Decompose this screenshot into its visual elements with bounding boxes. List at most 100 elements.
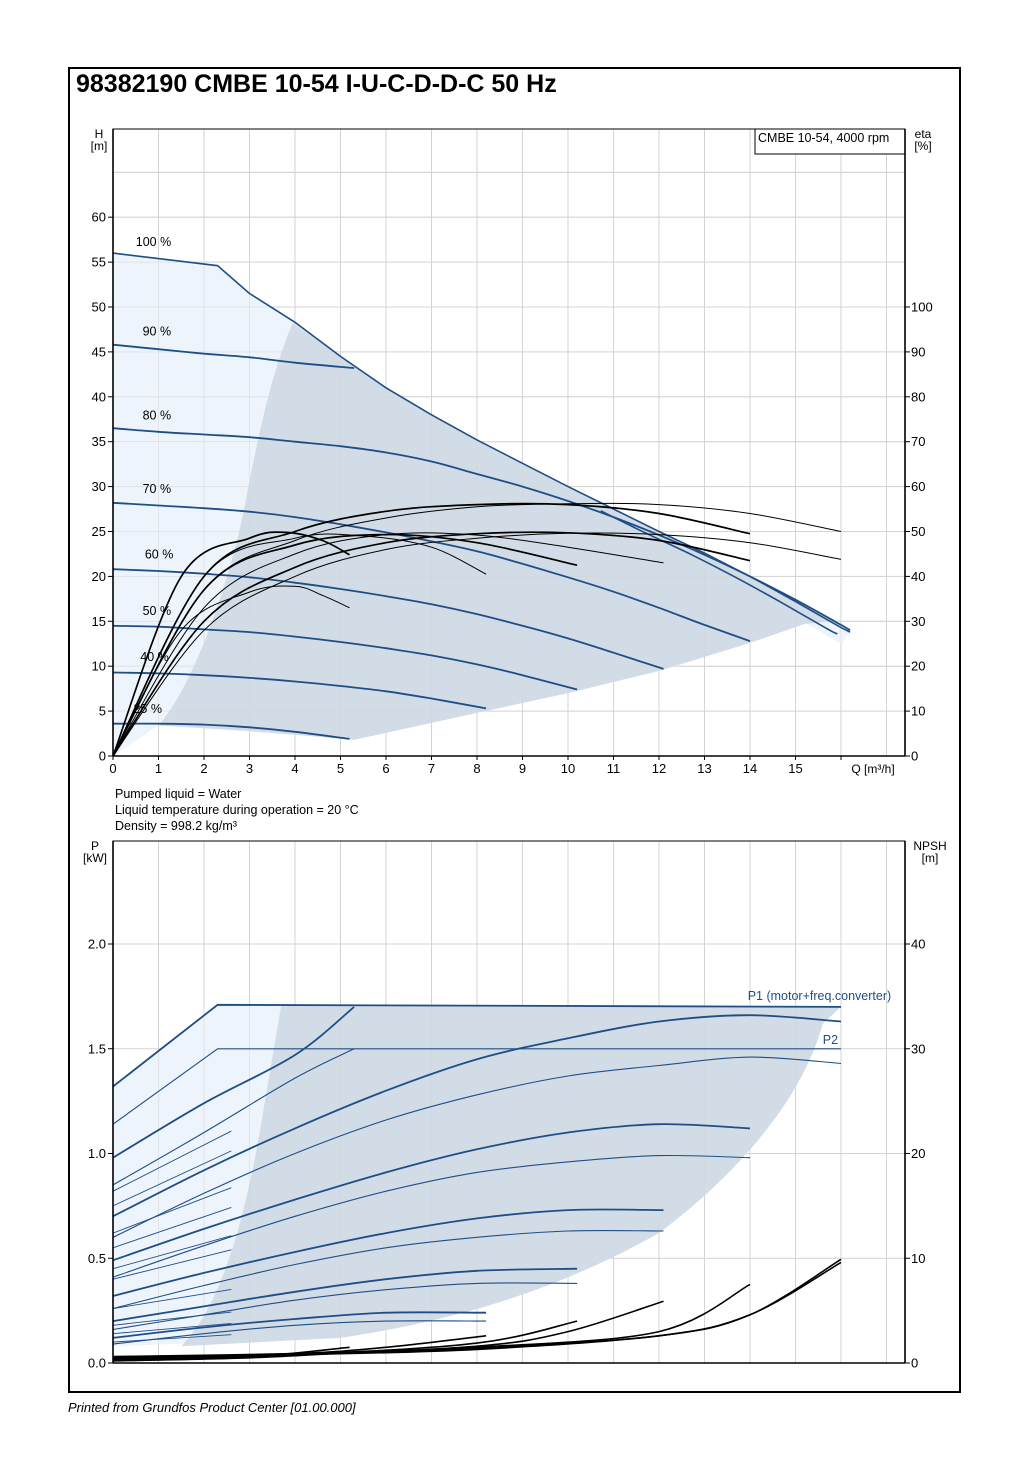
speed-label: 100 % bbox=[136, 235, 171, 249]
y-tick-label-left: 0.0 bbox=[88, 1356, 106, 1371]
y-tick-label-left: 5 bbox=[99, 704, 106, 719]
x-tick-label: 8 bbox=[473, 761, 480, 776]
y-tick-label-left: 0.5 bbox=[88, 1251, 106, 1266]
y-tick-label-right: 70 bbox=[911, 434, 925, 449]
npsh-curve bbox=[112, 1351, 350, 1362]
x-tick-label: 11 bbox=[607, 761, 621, 776]
y-tick-label-left: 1.5 bbox=[88, 1041, 106, 1056]
x-tick-label: 13 bbox=[697, 761, 711, 776]
power-npsh-chart: P1 (motor+freq.converter) P2 0.0 0.5 1.0 1.5 2… bbox=[83, 839, 947, 1371]
y-tick-label-right: 0 bbox=[911, 1356, 918, 1371]
head-curve bbox=[112, 722, 350, 740]
y-tick-label-left: 1.0 bbox=[88, 1146, 106, 1161]
y-tick-label-right: 20 bbox=[911, 1146, 925, 1161]
speed-label: 40 % bbox=[140, 650, 169, 664]
y-tick-label-right: 80 bbox=[911, 389, 925, 404]
y-tick-label-right: 100 bbox=[911, 300, 933, 315]
p2-power-curve bbox=[112, 1230, 664, 1310]
efficiency-curve bbox=[112, 585, 350, 757]
y-axis-unit-right: [m] bbox=[922, 851, 939, 865]
p2-power-curve bbox=[112, 1048, 355, 1186]
power-area-recommended bbox=[181, 1004, 841, 1347]
efficiency-curve bbox=[112, 532, 842, 757]
liquid-info-density: Density = 998.2 kg/m³ bbox=[115, 819, 237, 833]
head-curve bbox=[112, 501, 751, 642]
y-axis-title-left: P bbox=[91, 839, 99, 853]
y-tick-label-left: 40 bbox=[92, 389, 106, 404]
power-curve-segment bbox=[112, 1187, 232, 1234]
qh-chart: 100 % 90 % 80 % 70 % 60 % 50 % 40 % 25 % CMBE 10… bbox=[91, 127, 933, 776]
x-tick-label: 4 bbox=[291, 761, 298, 776]
y-tick-label-left: 10 bbox=[92, 659, 106, 674]
speed-label: 50 % bbox=[143, 604, 172, 618]
x-tick-label: 12 bbox=[652, 761, 666, 776]
head-curve bbox=[112, 568, 664, 670]
y-tick-label-right: 0 bbox=[911, 749, 918, 764]
y-tick-label-left: 0 bbox=[99, 749, 106, 764]
p1-curve-label: P1 (motor+freq.converter) bbox=[748, 989, 891, 1003]
p1-power-curve bbox=[112, 1014, 842, 1218]
y-axis-unit-left: [kW] bbox=[83, 851, 107, 865]
x-tick-label: 7 bbox=[428, 761, 435, 776]
p2-power-curve bbox=[112, 1154, 751, 1278]
x-tick-label: 3 bbox=[246, 761, 253, 776]
x-axis-title: Q [m³/h] bbox=[851, 762, 894, 776]
efficiency-curve bbox=[112, 532, 664, 757]
x-tick-label: 5 bbox=[337, 761, 344, 776]
head-curve bbox=[112, 624, 578, 691]
chart-legend: CMBE 10-54, 4000 rpm bbox=[754, 128, 906, 155]
p1-power-curve bbox=[112, 1208, 664, 1297]
y-tick-label-right: 60 bbox=[911, 479, 925, 494]
p2-power-curve bbox=[112, 1048, 841, 1125]
y-tick-label-right: 10 bbox=[911, 1251, 925, 1266]
y-tick-label-left: 50 bbox=[92, 300, 106, 315]
npsh-curve bbox=[112, 1346, 350, 1361]
head-curve-max-p2 bbox=[600, 510, 838, 635]
speed-label: 80 % bbox=[143, 408, 172, 422]
y-axis-unit-right: [%] bbox=[914, 139, 931, 153]
x-tick-label: 6 bbox=[382, 761, 389, 776]
npsh-curve bbox=[112, 1335, 487, 1360]
power-curve-segment bbox=[112, 1311, 232, 1326]
x-tick-label: 9 bbox=[519, 761, 526, 776]
y-tick-label-left: 15 bbox=[92, 614, 106, 629]
y-tick-label-right: 30 bbox=[911, 1041, 925, 1056]
speed-label: 90 % bbox=[143, 325, 172, 339]
power-curve-segment bbox=[112, 1207, 232, 1249]
x-tick-label: 10 bbox=[561, 761, 575, 776]
y-axis-title-left: H bbox=[95, 127, 104, 141]
y-tick-label-right: 40 bbox=[911, 937, 925, 952]
y-tick-label-left: 25 bbox=[92, 524, 106, 539]
power-curve-segment bbox=[112, 1235, 232, 1270]
p2-power-curve bbox=[112, 1320, 487, 1345]
y-axis-title-right: eta bbox=[915, 127, 932, 141]
efficiency-curve bbox=[112, 531, 350, 757]
footer-print-note: Printed from Grundfos Product Center [01… bbox=[68, 1400, 356, 1415]
efficiency-curve bbox=[112, 533, 487, 757]
page-title: 98382190 CMBE 10-54 I-U-C-D-D-C 50 Hz bbox=[76, 70, 557, 98]
y-tick-label-right: 10 bbox=[911, 704, 925, 719]
y-tick-label-right: 30 bbox=[911, 614, 925, 629]
liquid-info-temperature: Liquid temperature during operation = 20… bbox=[115, 803, 359, 817]
y-axis-title-right: NPSH bbox=[913, 839, 946, 853]
y-tick-label-left: 60 bbox=[92, 210, 106, 225]
x-tick-label: 2 bbox=[200, 761, 207, 776]
speed-label: 60 % bbox=[145, 547, 174, 561]
y-tick-label-left: 55 bbox=[92, 255, 106, 270]
y-axis-unit-left: [m] bbox=[91, 139, 108, 153]
p2-power-curve bbox=[112, 1056, 842, 1238]
y-tick-label-right: 90 bbox=[911, 344, 925, 359]
efficiency-curve bbox=[112, 531, 751, 757]
y-tick-label-left: 35 bbox=[92, 434, 106, 449]
y-tick-label-left: 20 bbox=[92, 569, 106, 584]
power-curve-segment bbox=[112, 1150, 232, 1207]
head-curve bbox=[112, 671, 487, 710]
head-curve bbox=[112, 343, 355, 369]
legend-box bbox=[754, 128, 906, 155]
power-curve-segment bbox=[112, 1249, 232, 1280]
y-tick-label-left: 45 bbox=[92, 344, 106, 359]
p2-curve-label: P2 bbox=[823, 1033, 838, 1047]
y-tick-label-left: 30 bbox=[92, 479, 106, 494]
power-curve-segment bbox=[112, 1130, 232, 1192]
